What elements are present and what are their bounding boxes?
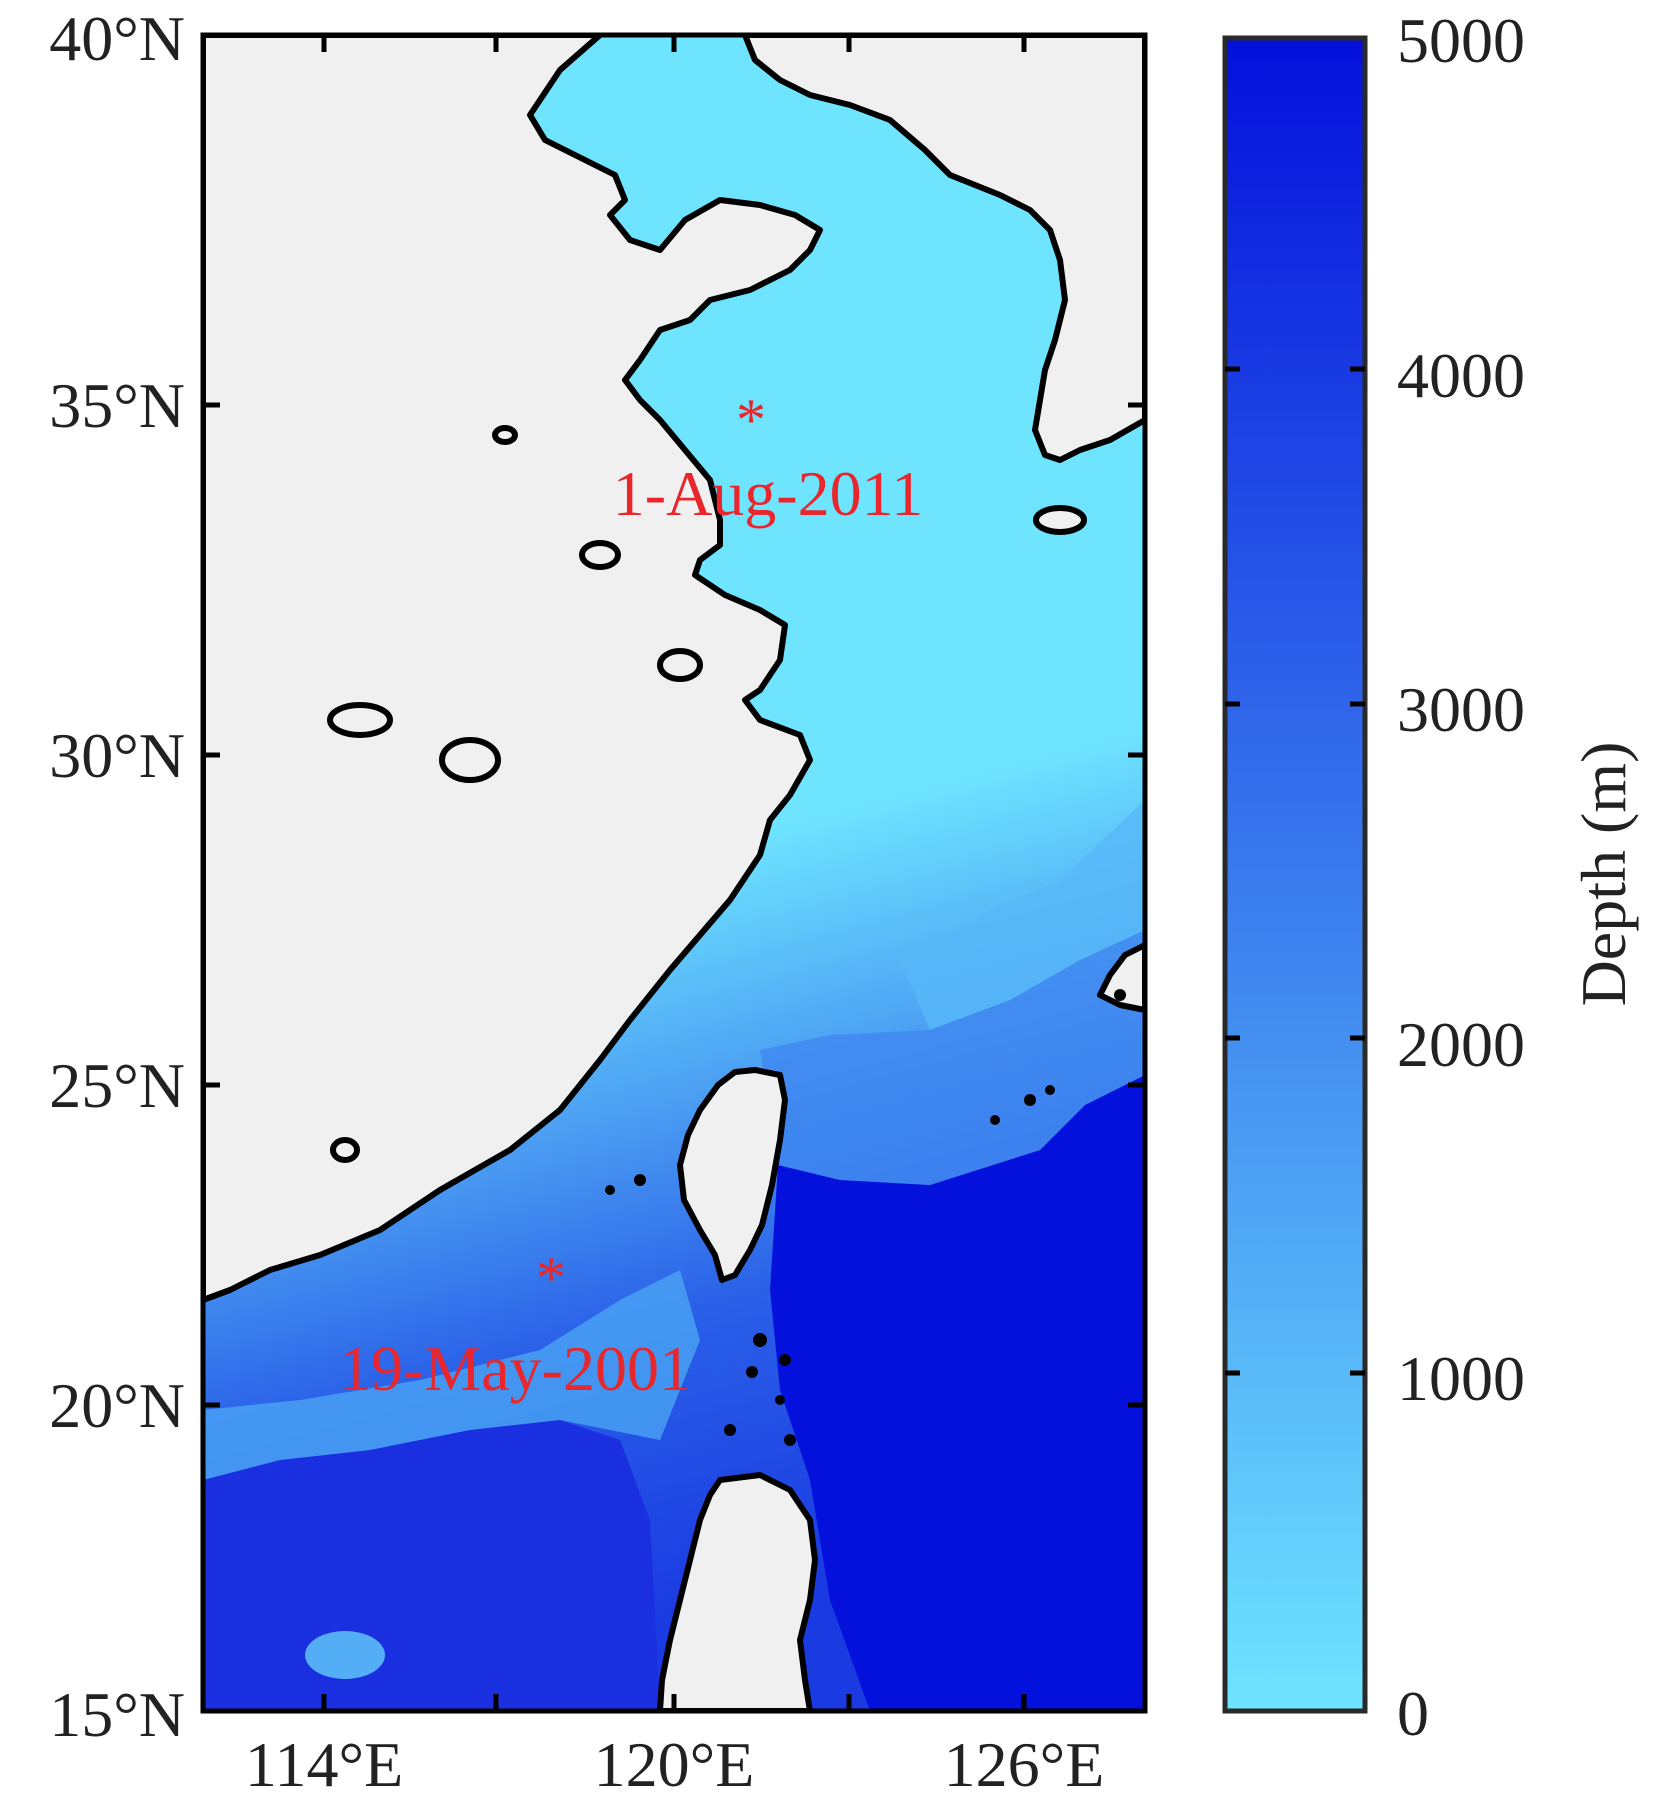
marker-may-2001-symbol: * [536, 1245, 566, 1311]
marker-may-2001-label: 19-May-2001 [339, 1333, 691, 1404]
inland-lakes [327, 425, 703, 1163]
colorbar: 5000 4000 3000 2000 1000 0 Depth (m) [1222, 5, 1639, 1749]
colorbar-tick-4000: 4000 [1397, 340, 1525, 411]
marker-aug-2011-label: 1-Aug-2011 [613, 458, 923, 529]
lon-label-114e: 114°E [245, 1729, 403, 1794]
map-content [203, 35, 1145, 1711]
lon-label-126e: 126°E [944, 1729, 1105, 1794]
colorbar-ticks [1225, 366, 1365, 1376]
lat-label-30n: 30°N [49, 720, 185, 791]
map-panel: 40°N 35°N 30°N 25°N 20°N 15°N 114°E 120°… [49, 3, 1148, 1794]
land-korea [742, 35, 1145, 463]
marker-aug-2011: * 1-Aug-2011 [613, 387, 923, 529]
small-islands [605, 989, 1126, 1446]
lat-label-35n: 35°N [49, 370, 185, 441]
land-luzon [657, 1472, 818, 1711]
scs-slope [203, 1270, 700, 1480]
land-mainland [203, 35, 823, 1303]
colorbar-tick-0: 0 [1397, 1678, 1429, 1749]
land-jeju [1033, 505, 1087, 535]
okinawa-trough [900, 800, 1145, 1030]
colorbar-tick-3000: 3000 [1397, 674, 1525, 745]
marker-aug-2011-symbol: * [736, 387, 766, 453]
colorbar-tick-1000: 1000 [1397, 1343, 1525, 1414]
colorbar-tick-2000: 2000 [1397, 1009, 1525, 1080]
lon-label-120e: 120°E [594, 1729, 755, 1794]
lat-label-25n: 25°N [49, 1050, 185, 1121]
marker-may-2001: * 19-May-2001 [339, 1245, 691, 1404]
land-kyushu [1097, 942, 1145, 1013]
deep-water-pacific [770, 1075, 1145, 1711]
colorbar-tick-5000: 5000 [1397, 5, 1525, 76]
deep-water-scs [203, 1420, 660, 1711]
latitude-ticks [203, 402, 1145, 1408]
lat-label-20n: 20°N [49, 1370, 185, 1441]
longitude-ticks [321, 35, 1027, 1711]
continental-slope [760, 930, 1145, 1185]
land-taiwan [677, 1067, 788, 1283]
colorbar-title: Depth (m) [1568, 742, 1639, 1007]
colorbar-gradient [1222, 35, 1368, 1714]
lat-label-15n: 15°N [49, 1679, 185, 1750]
shoal [305, 1631, 385, 1679]
lat-label-40n: 40°N [49, 3, 185, 74]
